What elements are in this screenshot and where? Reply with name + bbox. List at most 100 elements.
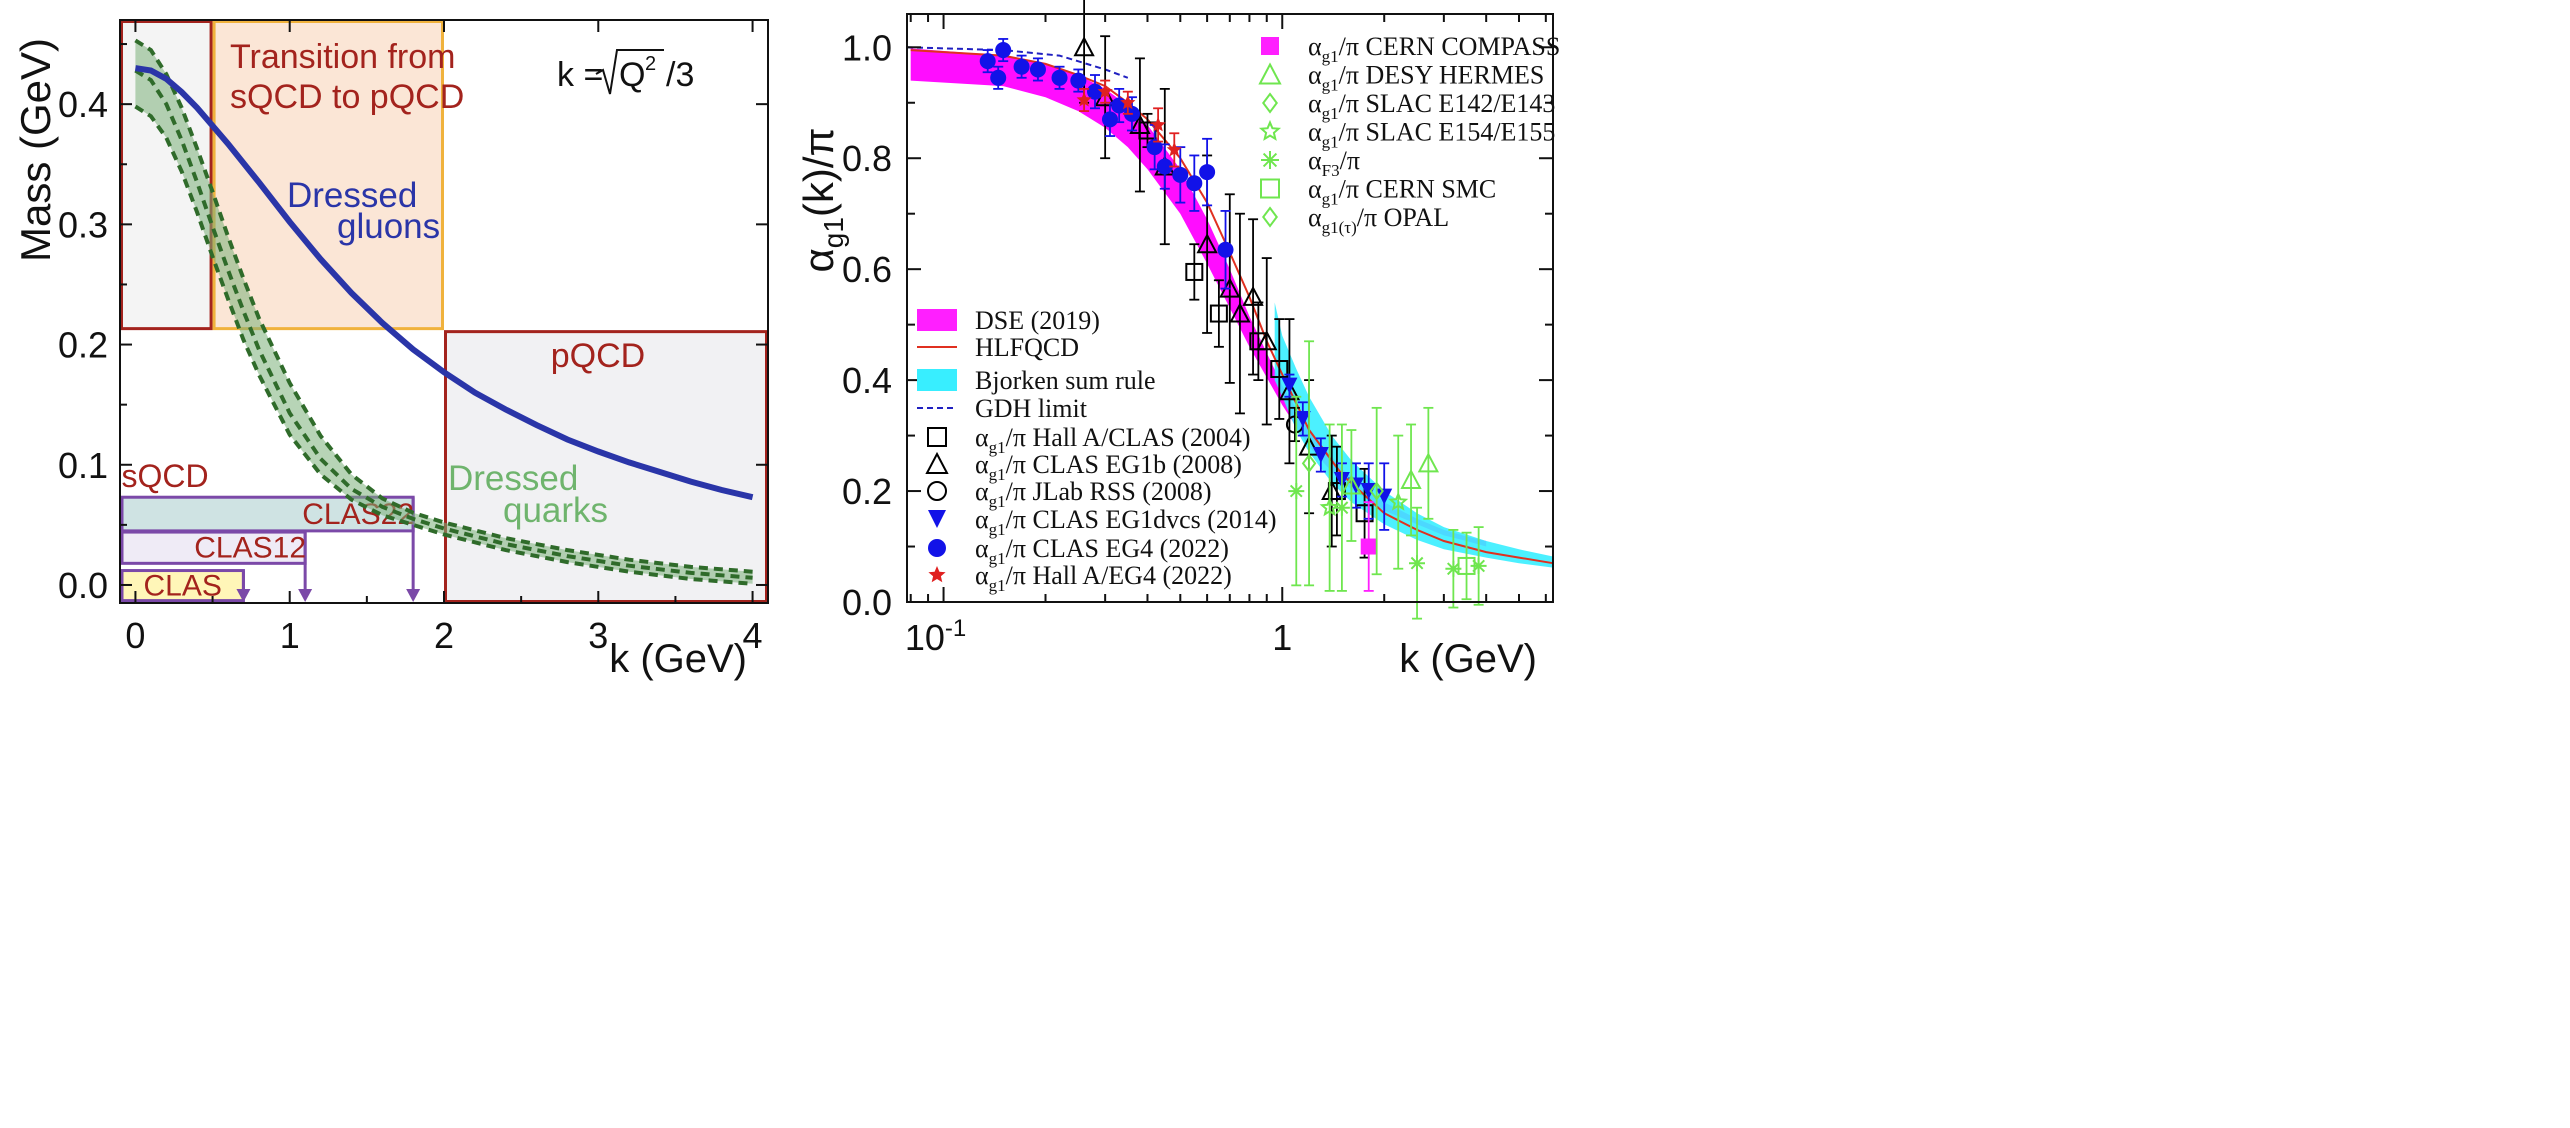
gluon-label-1: Dressed: [287, 176, 417, 215]
point-Hall A/EG4 (2022): [1097, 83, 1113, 99]
point-Hall A/EG4 (2022): [1150, 116, 1166, 132]
legend-sub: g1: [1322, 133, 1339, 152]
right-chart: 0.00.20.40.60.81.010-1 1 k (GeV)αg1(k)/π α…: [795, 0, 1560, 681]
x-tick-label: 0: [125, 615, 145, 656]
y-tick-label: 0.2: [842, 471, 892, 512]
legend-sym: α: [975, 477, 989, 506]
legend-label: αg1/π SLAC E154/E155: [1308, 118, 1555, 152]
y-label-rest: (k)/π: [795, 127, 842, 217]
legend-sym: α: [1308, 61, 1322, 90]
legend-label: αg1/π SLAC E142/E143: [1308, 89, 1555, 123]
point-DESY HERMES: [1417, 452, 1440, 473]
gluon-line: [134, 65, 754, 501]
band-arrowhead-CLAS12: [298, 589, 313, 602]
y-tick-label: 0.0: [842, 582, 892, 623]
quark-upper-line: [134, 38, 753, 574]
legend-text: HLFQCD: [975, 333, 1079, 362]
legend-rest: /π CLAS EG4 (2022): [1006, 534, 1229, 563]
quark-central-line: [134, 68, 753, 580]
legend-label: DSE (2019): [975, 306, 1100, 335]
legend-rest: /π OPAL: [1357, 203, 1449, 232]
legend-marker: [927, 481, 947, 501]
legend-label: αg1/π CLAS EG1dvcs (2014): [975, 505, 1277, 539]
legend-label: αg1/π CERN COMPASS: [1308, 32, 1560, 66]
legend-rest: /π CLAS EG1b (2008): [1006, 450, 1242, 479]
point-Hall A/EG4 (2022): [1076, 92, 1092, 107]
legend-sub: g1: [989, 576, 1006, 595]
point-CLAS EG4 (2022): [1146, 139, 1163, 156]
sqrt-symbol: [595, 49, 664, 95]
y-label-alpha: α: [795, 248, 842, 272]
legend-sub: g1: [1322, 104, 1339, 123]
point-CLAS EG4 (2022): [1051, 69, 1068, 86]
legend-label: αg1(τ)/π OPAL: [1308, 203, 1449, 237]
legend-marker: [928, 539, 946, 557]
legend-label: αg1/π DESY HERMES: [1308, 61, 1544, 95]
point-α_F3/π: [1470, 557, 1487, 574]
legend-label: αF3/π: [1308, 146, 1360, 180]
legend-label: αg1/π Hall A/CLAS (2004): [975, 423, 1251, 457]
legend-marker: [1262, 206, 1278, 228]
y-label-sub: g1: [818, 217, 849, 248]
legend-sym: α: [975, 450, 989, 479]
legend-sub: F3: [1322, 161, 1340, 180]
point-SLAC E154/E155: [1319, 497, 1340, 517]
quark-label-2: quarks: [503, 491, 608, 530]
legend-label: αg1/π CERN SMC: [1308, 175, 1496, 209]
band-label-CLAS12: CLAS12: [194, 532, 306, 565]
legend-sub: g1(τ): [1322, 218, 1357, 237]
point-CLAS EG4 (2022): [1172, 166, 1189, 183]
legend-marker: [1261, 151, 1279, 169]
legend-sub: g1: [989, 549, 1006, 568]
point-CERN SMC: [1457, 556, 1476, 575]
legend-marker: [917, 369, 957, 391]
point-CERN COMPASS: [1360, 538, 1377, 555]
y-tick-label: 0.4: [58, 84, 108, 125]
point-Hall A/CLAS (2004): [1209, 304, 1228, 323]
legend-label: αg1/π CLAS EG4 (2022): [975, 534, 1229, 568]
point-CLAS EG4 (2022): [1156, 158, 1173, 175]
point-Hall A/CLAS (2004): [1185, 262, 1204, 281]
point-CLAS EG1b (2008): [1278, 380, 1301, 401]
point-CLAS EG4 (2022): [990, 69, 1007, 86]
legend-sub: g1: [1322, 47, 1339, 66]
formula-exp: 2: [645, 53, 656, 75]
band-arrowhead-CLAS: [236, 589, 251, 602]
legend-sym: α: [1308, 175, 1322, 204]
legend-sub: g1: [989, 438, 1006, 457]
legend-label: αg1/π JLab RSS (2008): [975, 477, 1212, 511]
x-tick-base: 10: [905, 617, 945, 658]
legend-rest: /π Hall A/EG4 (2022): [1006, 561, 1232, 590]
region-label-sQCD: sQCD: [121, 458, 208, 494]
legend-label: αg1/π CLAS EG1b (2008): [975, 450, 1242, 484]
legend-marker: [917, 309, 957, 331]
legend-rest: /π SLAC E142/E143: [1339, 89, 1556, 118]
point-Hall A/EG4 (2022): [1166, 141, 1182, 157]
point-CLAS EG1b (2008): [1196, 233, 1218, 254]
point-CLAS EG1b (2008): [1129, 113, 1151, 134]
point-CLAS EG1b (2008): [1073, 36, 1095, 57]
y-tick-label: 0.4: [842, 360, 892, 401]
formula-radicand: Q: [619, 56, 645, 94]
point-SLAC E142/E143: [1369, 481, 1384, 501]
point-α_F3/π: [1445, 560, 1462, 577]
legend-sym: α: [1308, 89, 1322, 118]
legend-label: αg1/π Hall A/EG4 (2022): [975, 561, 1232, 595]
quark-label-1: Dressed: [448, 459, 578, 498]
formula-tail: /3: [666, 56, 694, 94]
point-DESY HERMES: [1340, 474, 1363, 495]
legend-sub: g1: [1322, 76, 1339, 95]
point-CLAS EG1b (2008): [1321, 479, 1343, 501]
legend-label: Bjorken sum rule: [975, 366, 1156, 395]
legend-rest: /π DESY HERMES: [1339, 61, 1545, 90]
point-CLAS EG4 (2022): [995, 42, 1012, 59]
point-CLAS EG4 (2022): [1199, 164, 1216, 181]
legend-sym: α: [1308, 203, 1322, 232]
legend-sym: α: [975, 423, 989, 452]
legend-label: GDH limit: [975, 394, 1088, 423]
region-pQCD: [444, 330, 768, 603]
legend-label: HLFQCD: [975, 333, 1079, 362]
legend-rest: /π CERN SMC: [1339, 175, 1497, 204]
point-CLAS EG1b (2008): [1242, 285, 1264, 306]
